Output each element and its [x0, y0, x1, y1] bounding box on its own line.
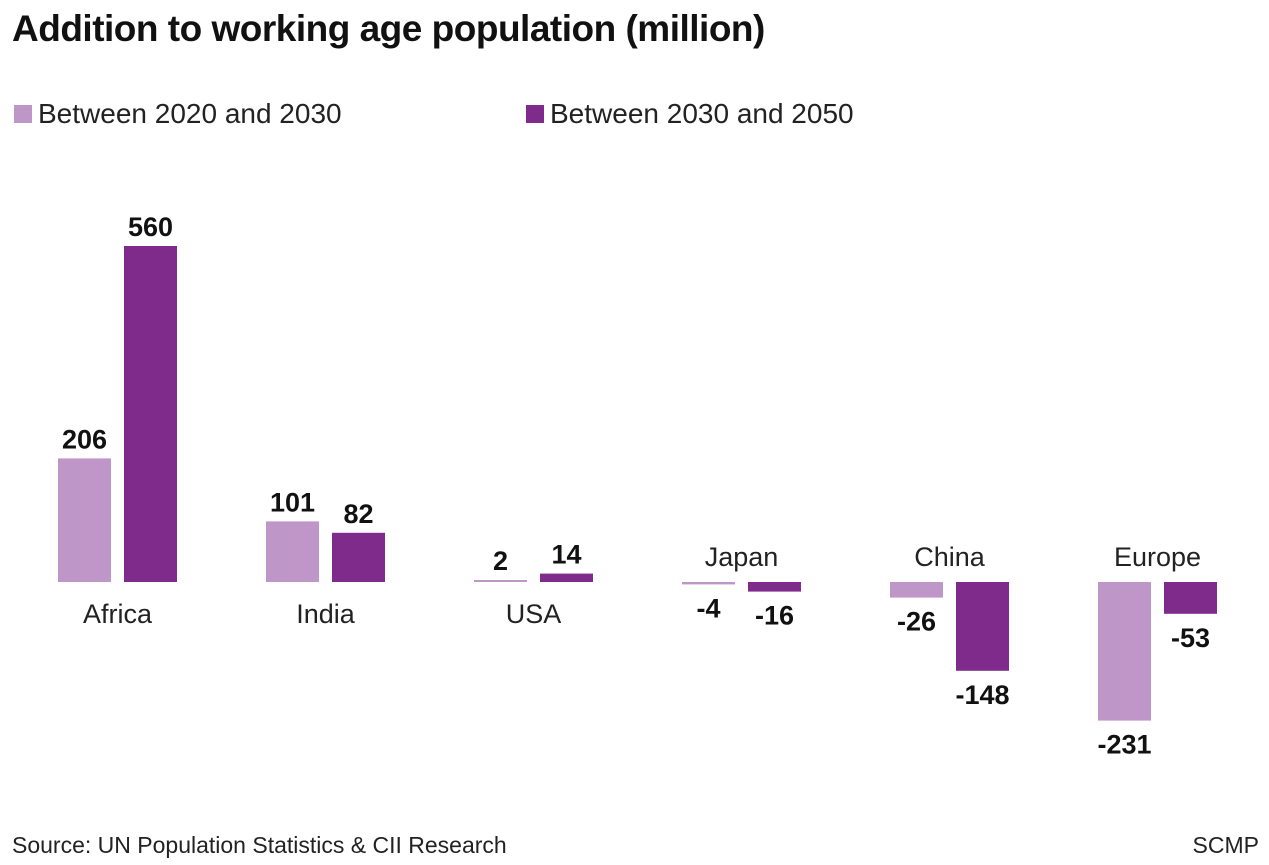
legend-swatch-2020-2030: [14, 105, 32, 123]
bar-india-2030-2050: [332, 532, 385, 582]
category-label-africa: Africa: [83, 599, 153, 629]
value-label-china-2030-2050: -148: [955, 680, 1009, 710]
legend-label-2030-2050: Between 2030 and 2050: [550, 98, 854, 129]
bar-europe-2030-2050: [1164, 582, 1217, 614]
category-label-usa: USA: [506, 599, 562, 629]
legend-item-2020-2030: Between 2020 and 2030: [14, 98, 342, 130]
bar-usa-2030-2050: [540, 573, 593, 582]
bar-usa-2020-2030: [474, 580, 527, 582]
value-label-japan-2030-2050: -16: [755, 601, 794, 631]
bar-india-2020-2030: [266, 521, 319, 582]
bar-africa-2030-2050: [124, 246, 177, 582]
value-label-africa-2020-2030: 206: [62, 424, 107, 454]
value-label-china-2020-2030: -26: [897, 607, 936, 637]
value-label-europe-2020-2030: -231: [1097, 730, 1151, 760]
value-label-usa-2020-2030: 2: [493, 546, 508, 576]
bar-china-2030-2050: [956, 582, 1009, 671]
value-label-india-2020-2030: 101: [270, 487, 315, 517]
value-label-africa-2030-2050: 560: [128, 212, 173, 242]
category-label-europe: Europe: [1114, 542, 1201, 572]
legend-label-2020-2030: Between 2020 and 2030: [38, 98, 342, 129]
value-label-usa-2030-2050: 14: [551, 540, 581, 570]
value-label-europe-2030-2050: -53: [1171, 623, 1210, 653]
category-label-japan: Japan: [705, 542, 779, 572]
legend-swatch-2030-2050: [526, 105, 544, 123]
source-note: Source: UN Population Statistics & CII R…: [12, 832, 507, 858]
value-label-india-2030-2050: 82: [343, 499, 373, 529]
category-label-china: China: [914, 542, 986, 572]
bar-japan-2020-2030: [682, 582, 735, 585]
legend-item-2030-2050: Between 2030 and 2050: [526, 98, 854, 130]
chart-title: Addition to working age population (mill…: [12, 8, 765, 49]
bar-africa-2020-2030: [58, 458, 111, 582]
bar-japan-2030-2050: [748, 582, 801, 592]
bar-china-2020-2030: [890, 582, 943, 598]
bar-europe-2020-2030: [1098, 582, 1151, 721]
category-label-india: India: [296, 599, 356, 629]
credit: SCMP: [1192, 832, 1259, 858]
value-label-japan-2020-2030: -4: [696, 593, 720, 623]
